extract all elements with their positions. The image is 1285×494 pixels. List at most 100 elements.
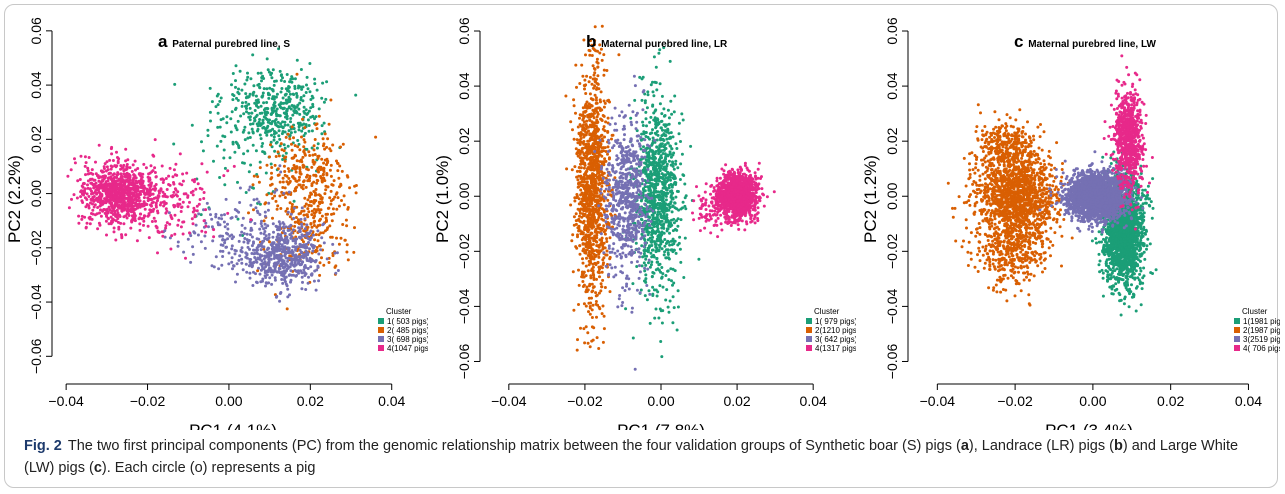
data-point <box>241 268 245 272</box>
data-point <box>601 227 605 231</box>
data-point <box>584 92 588 95</box>
data-point <box>122 183 126 187</box>
data-point <box>273 194 277 198</box>
data-point <box>79 195 83 199</box>
data-point <box>312 148 316 152</box>
data-point <box>252 208 255 212</box>
data-point <box>110 145 114 149</box>
data-point <box>564 94 568 98</box>
data-point <box>281 186 285 189</box>
data-point <box>214 215 218 219</box>
data-point <box>134 194 138 198</box>
data-point <box>635 265 639 268</box>
data-point <box>589 160 593 164</box>
data-point <box>571 128 574 132</box>
data-point <box>271 95 275 99</box>
data-point <box>579 156 583 160</box>
data-point <box>588 306 592 310</box>
data-point <box>581 113 585 117</box>
data-point <box>599 143 603 147</box>
data-point <box>288 134 292 138</box>
data-point <box>658 284 662 288</box>
data-point <box>262 261 266 265</box>
data-point <box>131 191 134 195</box>
data-point <box>242 232 246 236</box>
data-point <box>677 132 681 136</box>
data-point <box>265 118 269 121</box>
data-point <box>309 222 313 225</box>
data-point <box>333 251 337 255</box>
data-point <box>673 175 677 179</box>
data-point <box>108 158 112 162</box>
data-point <box>245 270 249 274</box>
data-point <box>650 248 654 252</box>
data-point <box>585 119 589 123</box>
data-point <box>120 209 124 213</box>
data-point <box>137 217 141 221</box>
data-point <box>287 225 291 229</box>
data-point <box>246 245 250 249</box>
data-point <box>646 152 650 155</box>
data-point <box>240 88 244 92</box>
data-point <box>253 101 257 105</box>
data-point <box>233 150 237 154</box>
data-point <box>199 240 203 244</box>
data-point <box>290 125 294 129</box>
data-point <box>140 179 144 183</box>
data-point <box>324 216 328 220</box>
data-point <box>663 181 667 185</box>
data-point <box>600 181 604 185</box>
data-point <box>280 244 284 248</box>
data-point <box>253 118 257 122</box>
data-point <box>162 200 166 204</box>
data-point <box>116 195 120 199</box>
data-point <box>323 147 327 151</box>
data-point <box>262 219 266 223</box>
data-point <box>300 287 304 291</box>
data-point <box>650 223 654 226</box>
data-point <box>660 172 664 176</box>
data-point <box>186 205 190 209</box>
y-tick-label: 0.04 <box>28 71 44 98</box>
data-point <box>147 236 151 240</box>
data-point <box>273 163 277 167</box>
data-point <box>582 209 586 213</box>
data-point <box>230 237 234 241</box>
data-point <box>125 216 129 220</box>
data-point <box>236 98 240 102</box>
data-point <box>128 192 132 196</box>
data-point <box>658 307 662 311</box>
data-point <box>663 205 667 209</box>
data-point <box>241 130 245 134</box>
data-point <box>654 190 658 194</box>
data-point <box>639 288 643 292</box>
data-point <box>599 47 603 51</box>
data-point <box>174 162 178 166</box>
data-point <box>302 105 306 109</box>
data-point <box>285 264 289 267</box>
data-point <box>337 204 341 208</box>
data-point <box>274 199 278 203</box>
data-point <box>591 98 595 102</box>
data-point <box>290 207 294 211</box>
data-point <box>322 121 326 125</box>
data-point <box>594 291 598 295</box>
data-point <box>292 136 295 140</box>
data-point <box>327 261 331 264</box>
data-point <box>330 235 334 239</box>
data-point <box>234 85 237 89</box>
data-point <box>212 235 216 239</box>
data-point <box>149 210 153 214</box>
scatter-chart-b: −0.04 −0.02 0.00 0.02 0.04−0.06−0.04−0.020.0… <box>433 17 856 430</box>
data-point <box>665 123 669 127</box>
data-point <box>327 206 331 210</box>
data-point <box>258 86 262 90</box>
data-point <box>124 187 128 191</box>
data-point <box>291 253 295 257</box>
data-point <box>95 198 99 202</box>
data-point <box>640 264 644 268</box>
data-point <box>141 202 145 206</box>
data-point <box>582 270 586 274</box>
data-point <box>164 201 168 205</box>
data-point <box>222 156 226 160</box>
